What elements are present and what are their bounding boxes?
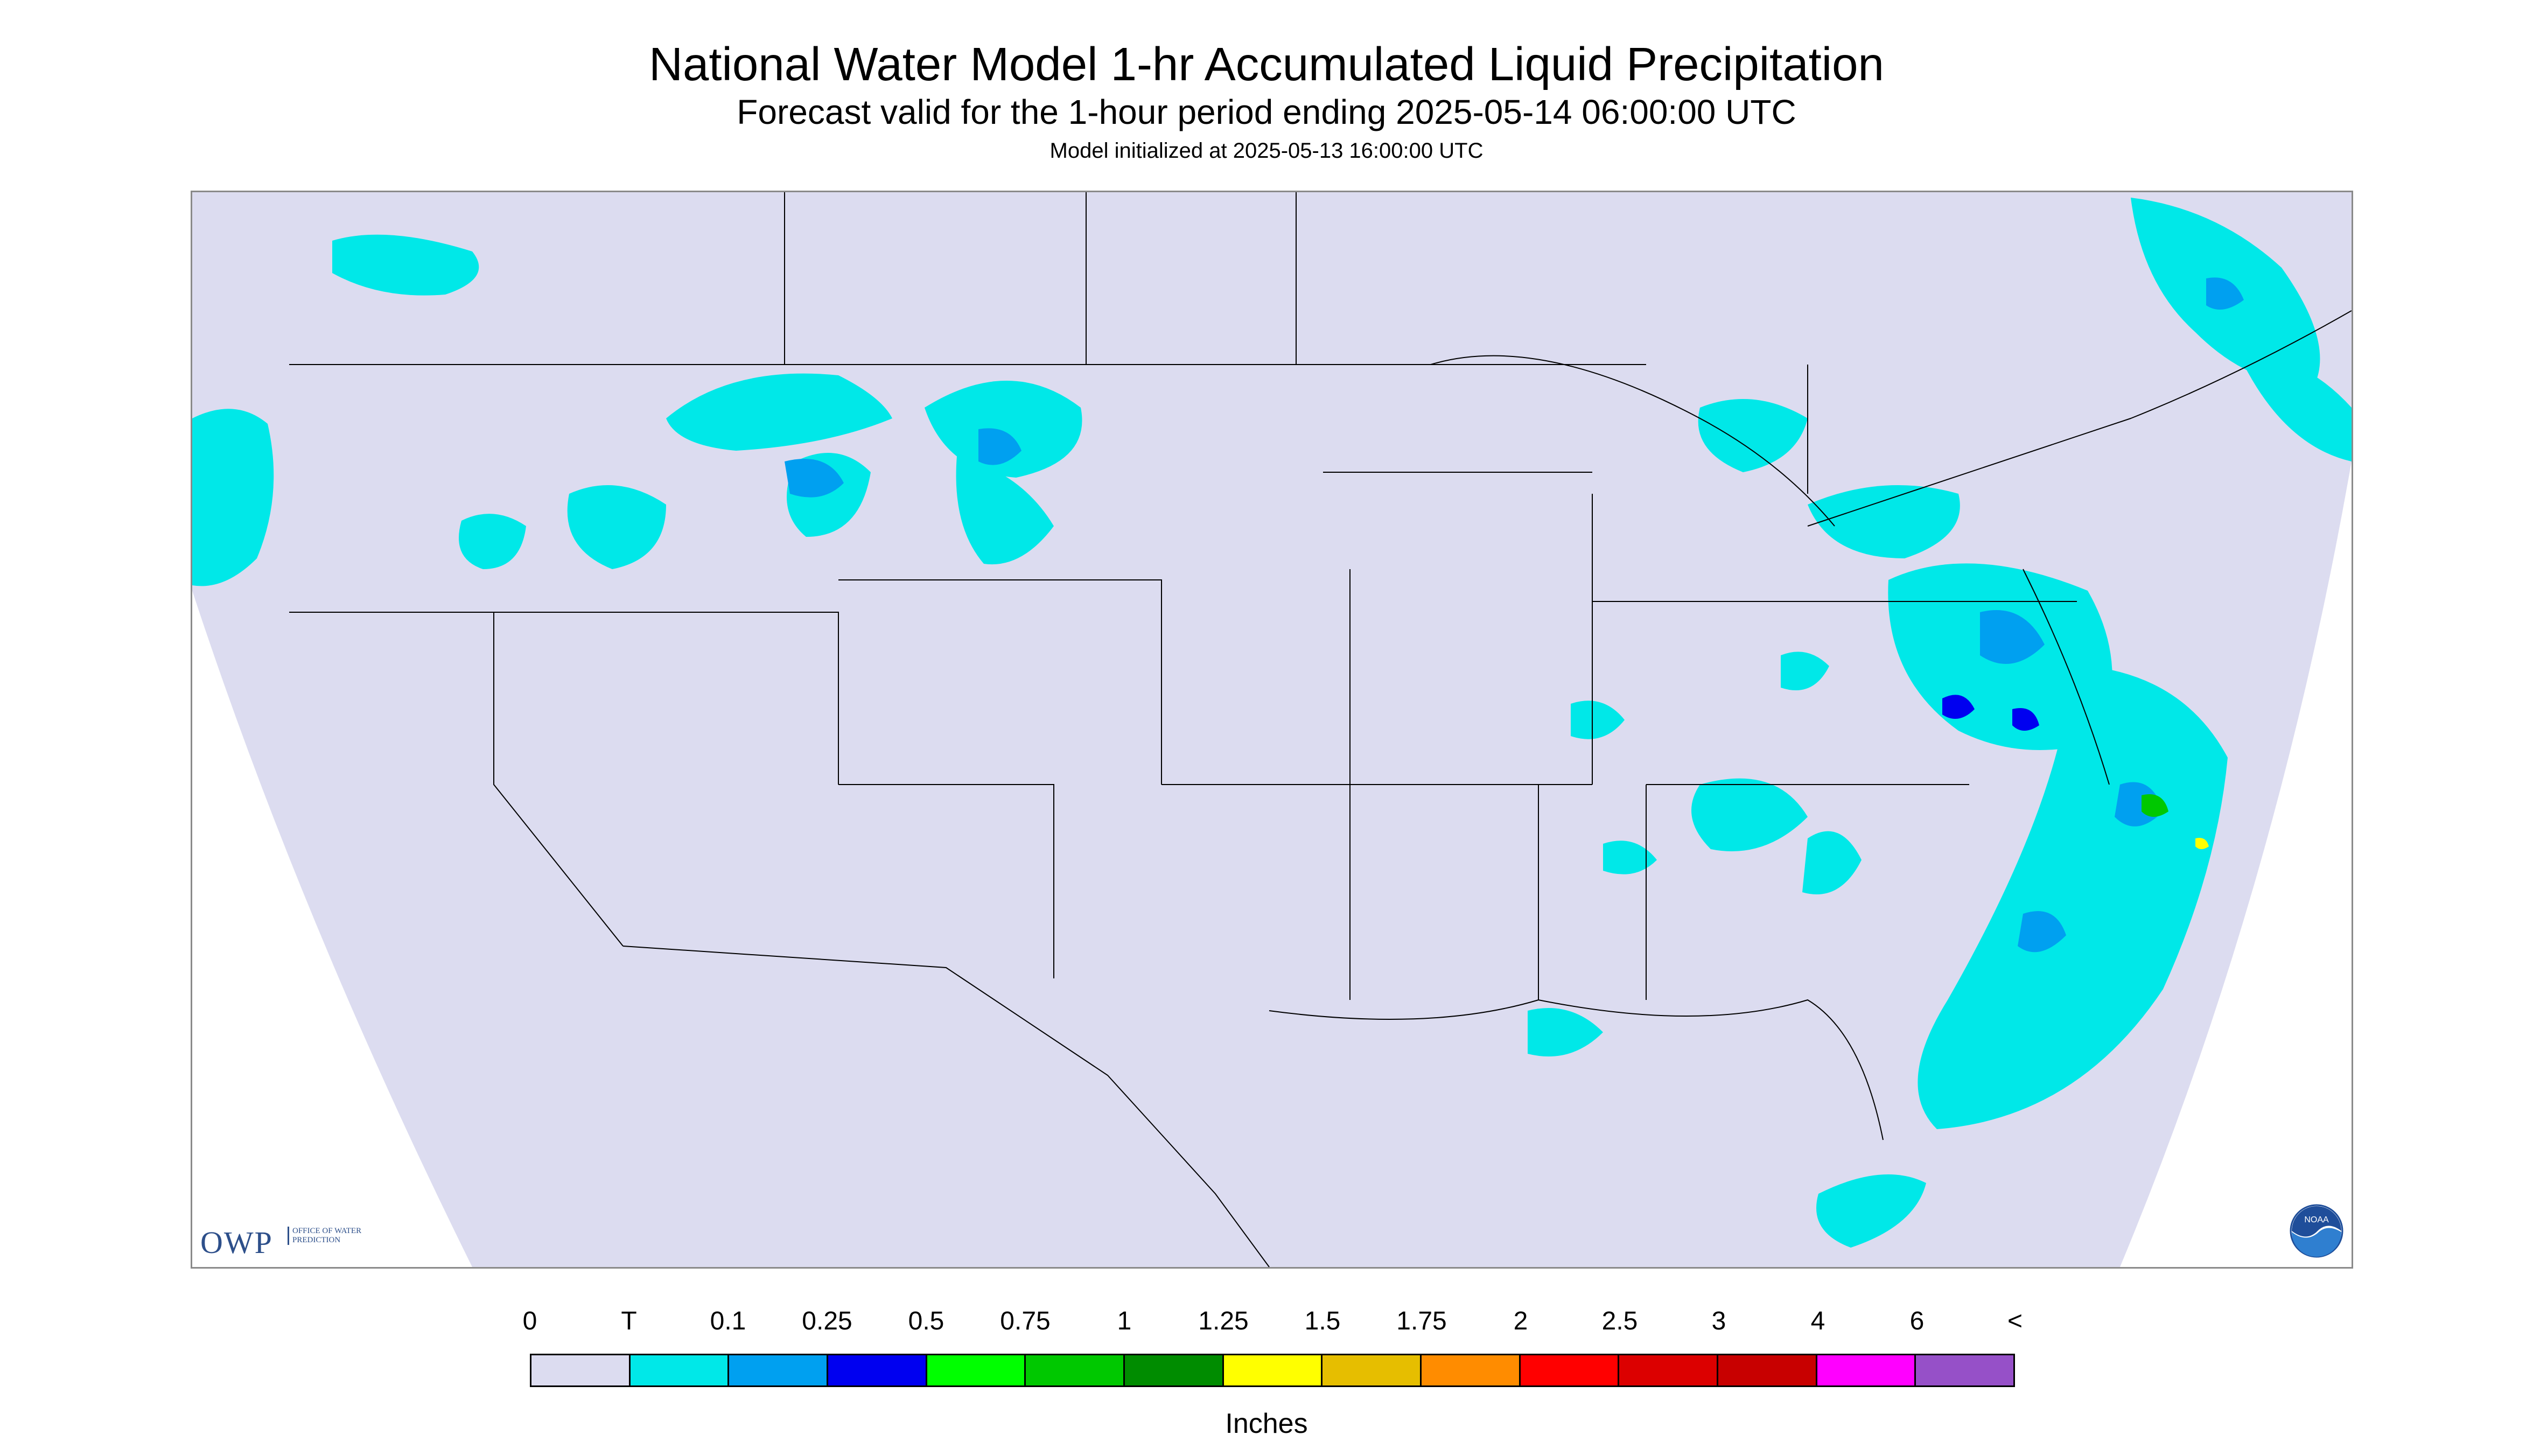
owp-logo-subtext: OFFICE OF WATER PREDICTION xyxy=(288,1227,379,1245)
legend-swatch xyxy=(1817,1355,1916,1385)
legend-tick-label: 1 xyxy=(1117,1307,1132,1335)
legend-swatch xyxy=(927,1355,1026,1385)
legend-tick-label: 1.75 xyxy=(1396,1307,1447,1335)
legend-tick-label: 1.5 xyxy=(1304,1307,1341,1335)
map-title: National Water Model 1-hr Accumulated Li… xyxy=(649,38,1884,90)
legend-swatch xyxy=(1422,1355,1521,1385)
legend-tick-label: 3 xyxy=(1711,1307,1726,1335)
precip-heavy-areas xyxy=(1942,695,2209,849)
legend-tick-label: 0.5 xyxy=(908,1307,944,1335)
legend-tick-label: 0.75 xyxy=(1000,1307,1051,1335)
legend-swatch xyxy=(1026,1355,1125,1385)
noaa-logo-text: NOAA xyxy=(2304,1215,2329,1224)
legend-units-label: Inches xyxy=(1225,1408,1308,1439)
legend-tick-label: 2 xyxy=(1513,1307,1528,1335)
legend-tick-label: T xyxy=(621,1307,637,1335)
legend-swatch xyxy=(1323,1355,1422,1385)
legend-swatch xyxy=(1520,1355,1620,1385)
legend-tick-label: 4 xyxy=(1810,1307,1825,1335)
legend-swatch xyxy=(1125,1355,1224,1385)
legend-tick-label: 0.25 xyxy=(802,1307,852,1335)
noaa-logo: NOAA xyxy=(2290,1204,2343,1258)
owp-logo: OWP OFFICE OF WATER PREDICTION xyxy=(200,1223,373,1261)
legend-tick-label: 1.25 xyxy=(1198,1307,1249,1335)
legend-tick-label: < xyxy=(2007,1307,2023,1335)
legend-swatch xyxy=(630,1355,730,1385)
legend-swatch xyxy=(1619,1355,1719,1385)
model-initialized-text: Model initialized at 2025-05-13 16:00:00… xyxy=(1049,139,1484,163)
legend-tick-label: 2.5 xyxy=(1601,1307,1638,1335)
precip-light-areas xyxy=(785,277,2244,953)
legend-swatch xyxy=(531,1355,631,1385)
precipitation-map xyxy=(191,191,2353,1269)
legend-tick-label: 6 xyxy=(1909,1307,1925,1335)
forecast-valid-subtitle: Forecast valid for the 1-hour period end… xyxy=(737,93,1796,131)
projection-domain xyxy=(192,192,2352,1267)
legend-swatch xyxy=(1223,1355,1323,1385)
boundaries xyxy=(289,192,2352,1267)
legend-tick-labels: 0 T 0.1 0.25 0.5 0.75 1 1.25 1.5 1.75 2 … xyxy=(0,1305,2533,1343)
legend-color-bar xyxy=(530,1354,2015,1387)
legend-swatch xyxy=(1718,1355,1817,1385)
legend-tick-label: 0 xyxy=(522,1307,537,1335)
legend-swatch xyxy=(1916,1355,2014,1385)
legend-swatch xyxy=(828,1355,927,1385)
legend-tick-label: 0.1 xyxy=(710,1307,746,1335)
owp-logo-text: OWP xyxy=(200,1225,273,1260)
legend-swatch xyxy=(729,1355,829,1385)
